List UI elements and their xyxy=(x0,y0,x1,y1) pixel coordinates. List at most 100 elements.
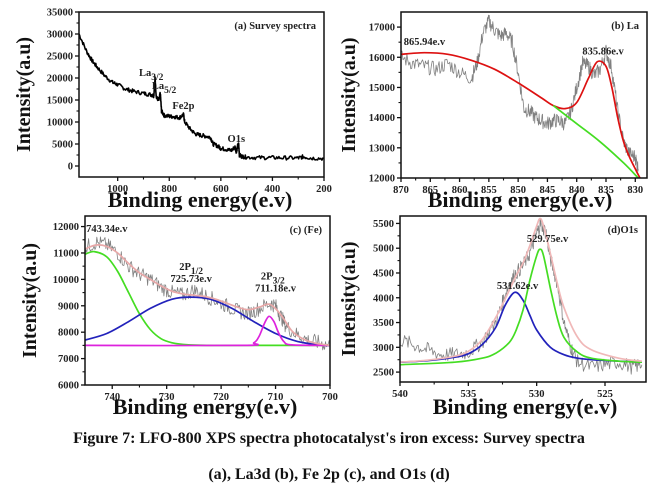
series-group xyxy=(79,33,324,161)
peak-annotation: 835.86e.v xyxy=(582,46,624,57)
y-tick-label: 6000 xyxy=(58,381,79,392)
plot-frame xyxy=(78,11,325,178)
peak-annotation: Fe2p xyxy=(172,101,194,112)
panel-title: (a) Survey spectra xyxy=(234,21,316,32)
annotation-subscript: 3/2 xyxy=(151,73,163,83)
y-tick-label: 15000 xyxy=(47,96,73,107)
x-tick-label: 720 xyxy=(213,392,229,403)
y-axis-label: Intensity(a.u) xyxy=(338,37,360,152)
series-survey-spectrum xyxy=(79,33,324,161)
y-tick-label: 9000 xyxy=(58,301,79,312)
x-tick-label: 530 xyxy=(529,389,545,400)
x-tick-label: 400 xyxy=(265,184,281,195)
peak-annotation: 725.73e.v xyxy=(170,274,212,285)
x-tick-label: 525 xyxy=(597,389,613,400)
plot-frame xyxy=(84,215,331,386)
y-tick-label: 3000 xyxy=(373,343,394,354)
series-raw-data xyxy=(400,219,643,375)
annotation-subscript: 3/2 xyxy=(273,276,285,286)
peak-annotation: 711.18e.v xyxy=(255,283,297,294)
y-tick-label: 12000 xyxy=(369,174,395,185)
x-tick-label: 540 xyxy=(392,389,408,400)
y-axis-label: Intensity(a.u) xyxy=(338,241,360,356)
plot-frame xyxy=(400,11,648,179)
x-tick-label: 700 xyxy=(322,392,338,403)
y-tick-label: 15000 xyxy=(369,83,395,94)
series-fit-envelope xyxy=(85,244,330,347)
y-tick-label: 8000 xyxy=(58,328,79,339)
y-tick-label: 11000 xyxy=(53,248,79,259)
x-tick-label: 800 xyxy=(161,184,177,195)
x-tick-label: 845 xyxy=(540,185,556,196)
series-fit-envelope xyxy=(401,51,641,178)
y-tick-label: 7000 xyxy=(58,354,79,365)
x-tick-label: 855 xyxy=(481,185,497,196)
annotation-subscript: 5/2 xyxy=(164,86,176,96)
y-tick-label: 5000 xyxy=(52,140,73,151)
y-tick-label: 20000 xyxy=(47,74,73,85)
series-background xyxy=(552,104,639,178)
x-tick-label: 200 xyxy=(316,184,332,195)
x-tick-label: 835 xyxy=(598,185,614,196)
y-tick-label: 10000 xyxy=(53,275,79,286)
figure-caption-line-2: (a), La3d (b), Fe 2p (c), and O1s (d) xyxy=(208,466,450,483)
y-tick-label: 10000 xyxy=(47,118,73,129)
panel-b: 12000 13000 14000 15000 16000 17000 870 865 860 8… xyxy=(338,11,648,212)
x-tick-label: 860 xyxy=(452,185,468,196)
annotation-subscript: 1/2 xyxy=(191,267,203,277)
y-tick-label: 14000 xyxy=(369,113,395,124)
x-tick-label: 535 xyxy=(460,389,476,400)
y-tick-label: 30000 xyxy=(47,30,73,41)
series-peak-725-73-2p1-2 xyxy=(85,296,330,347)
series-raw-data xyxy=(401,14,639,172)
series-fit-envelope xyxy=(400,217,643,364)
panel-title: (b) La xyxy=(611,21,639,32)
peak-annotation: 529.75e.v xyxy=(527,234,569,245)
y-tick-label: 17000 xyxy=(369,23,395,34)
x-tick-label: 840 xyxy=(569,185,585,196)
x-axis-label: Binding energy(e.v) xyxy=(433,394,618,419)
x-tick-label: 1000 xyxy=(107,184,128,195)
panel-title: (d)O1s xyxy=(608,225,638,236)
x-axis-label: Binding energy(e.v) xyxy=(113,394,298,419)
y-tick-label: 2500 xyxy=(373,368,394,379)
figure-panels: 0 5000 10000 15000 20000 25000 30000 35000 1000 8… xyxy=(13,8,648,419)
panel-title: (c) (Fe) xyxy=(290,225,323,236)
panel-d: 2500 3000 3500 4000 4500 5000 5500 540 535 530 525… xyxy=(338,215,647,419)
y-tick-label: 35000 xyxy=(47,8,73,19)
y-tick-label: 4000 xyxy=(373,293,394,304)
x-tick-label: 850 xyxy=(510,185,526,196)
peak-annotation: O1s xyxy=(228,134,246,145)
series-group xyxy=(400,217,643,375)
y-tick-label: 13000 xyxy=(369,143,395,154)
y-tick-label: 4500 xyxy=(373,268,394,279)
series-peak-531-62 xyxy=(400,291,642,364)
y-axis-label: Intensity(a.u) xyxy=(13,37,35,152)
series-group xyxy=(401,14,641,178)
y-tick-label: 12000 xyxy=(53,222,79,233)
plot-frame xyxy=(399,215,647,383)
peak-annotation: 743.34e.v xyxy=(86,224,128,235)
y-axis-label: Intensity(a.u) xyxy=(19,243,41,358)
y-tick-label: 5000 xyxy=(373,244,394,255)
y-tick-label: 5500 xyxy=(373,219,394,230)
x-axis-label: Binding energy(e.v) xyxy=(108,187,293,212)
x-axis-label: Binding energy(e.v) xyxy=(428,187,613,212)
panel-a: 0 5000 10000 15000 20000 25000 30000 35000 1000 8… xyxy=(13,8,332,213)
x-tick-label: 600 xyxy=(213,184,229,195)
series-group xyxy=(85,236,330,351)
x-tick-label: 710 xyxy=(268,392,284,403)
series-peak-529-75 xyxy=(400,248,642,366)
y-tick-label: 16000 xyxy=(369,53,395,64)
x-tick-label: 865 xyxy=(422,185,438,196)
series-peak-711-18-2p3-2 xyxy=(85,315,330,347)
panel-c: 6000 7000 8000 9000 10000 11000 12000 740 730 720… xyxy=(19,215,338,419)
y-tick-label: 0 xyxy=(68,162,73,173)
x-tick-label: 870 xyxy=(393,185,409,196)
x-tick-label: 730 xyxy=(159,392,175,403)
x-tick-label: 740 xyxy=(104,392,120,403)
y-tick-label: 3500 xyxy=(373,318,394,329)
peak-annotation: 865.94e.v xyxy=(404,37,446,48)
x-tick-label: 830 xyxy=(627,185,643,196)
figure-caption-line-1: Figure 7: LFO-800 XPS spectra photocatal… xyxy=(73,430,585,447)
